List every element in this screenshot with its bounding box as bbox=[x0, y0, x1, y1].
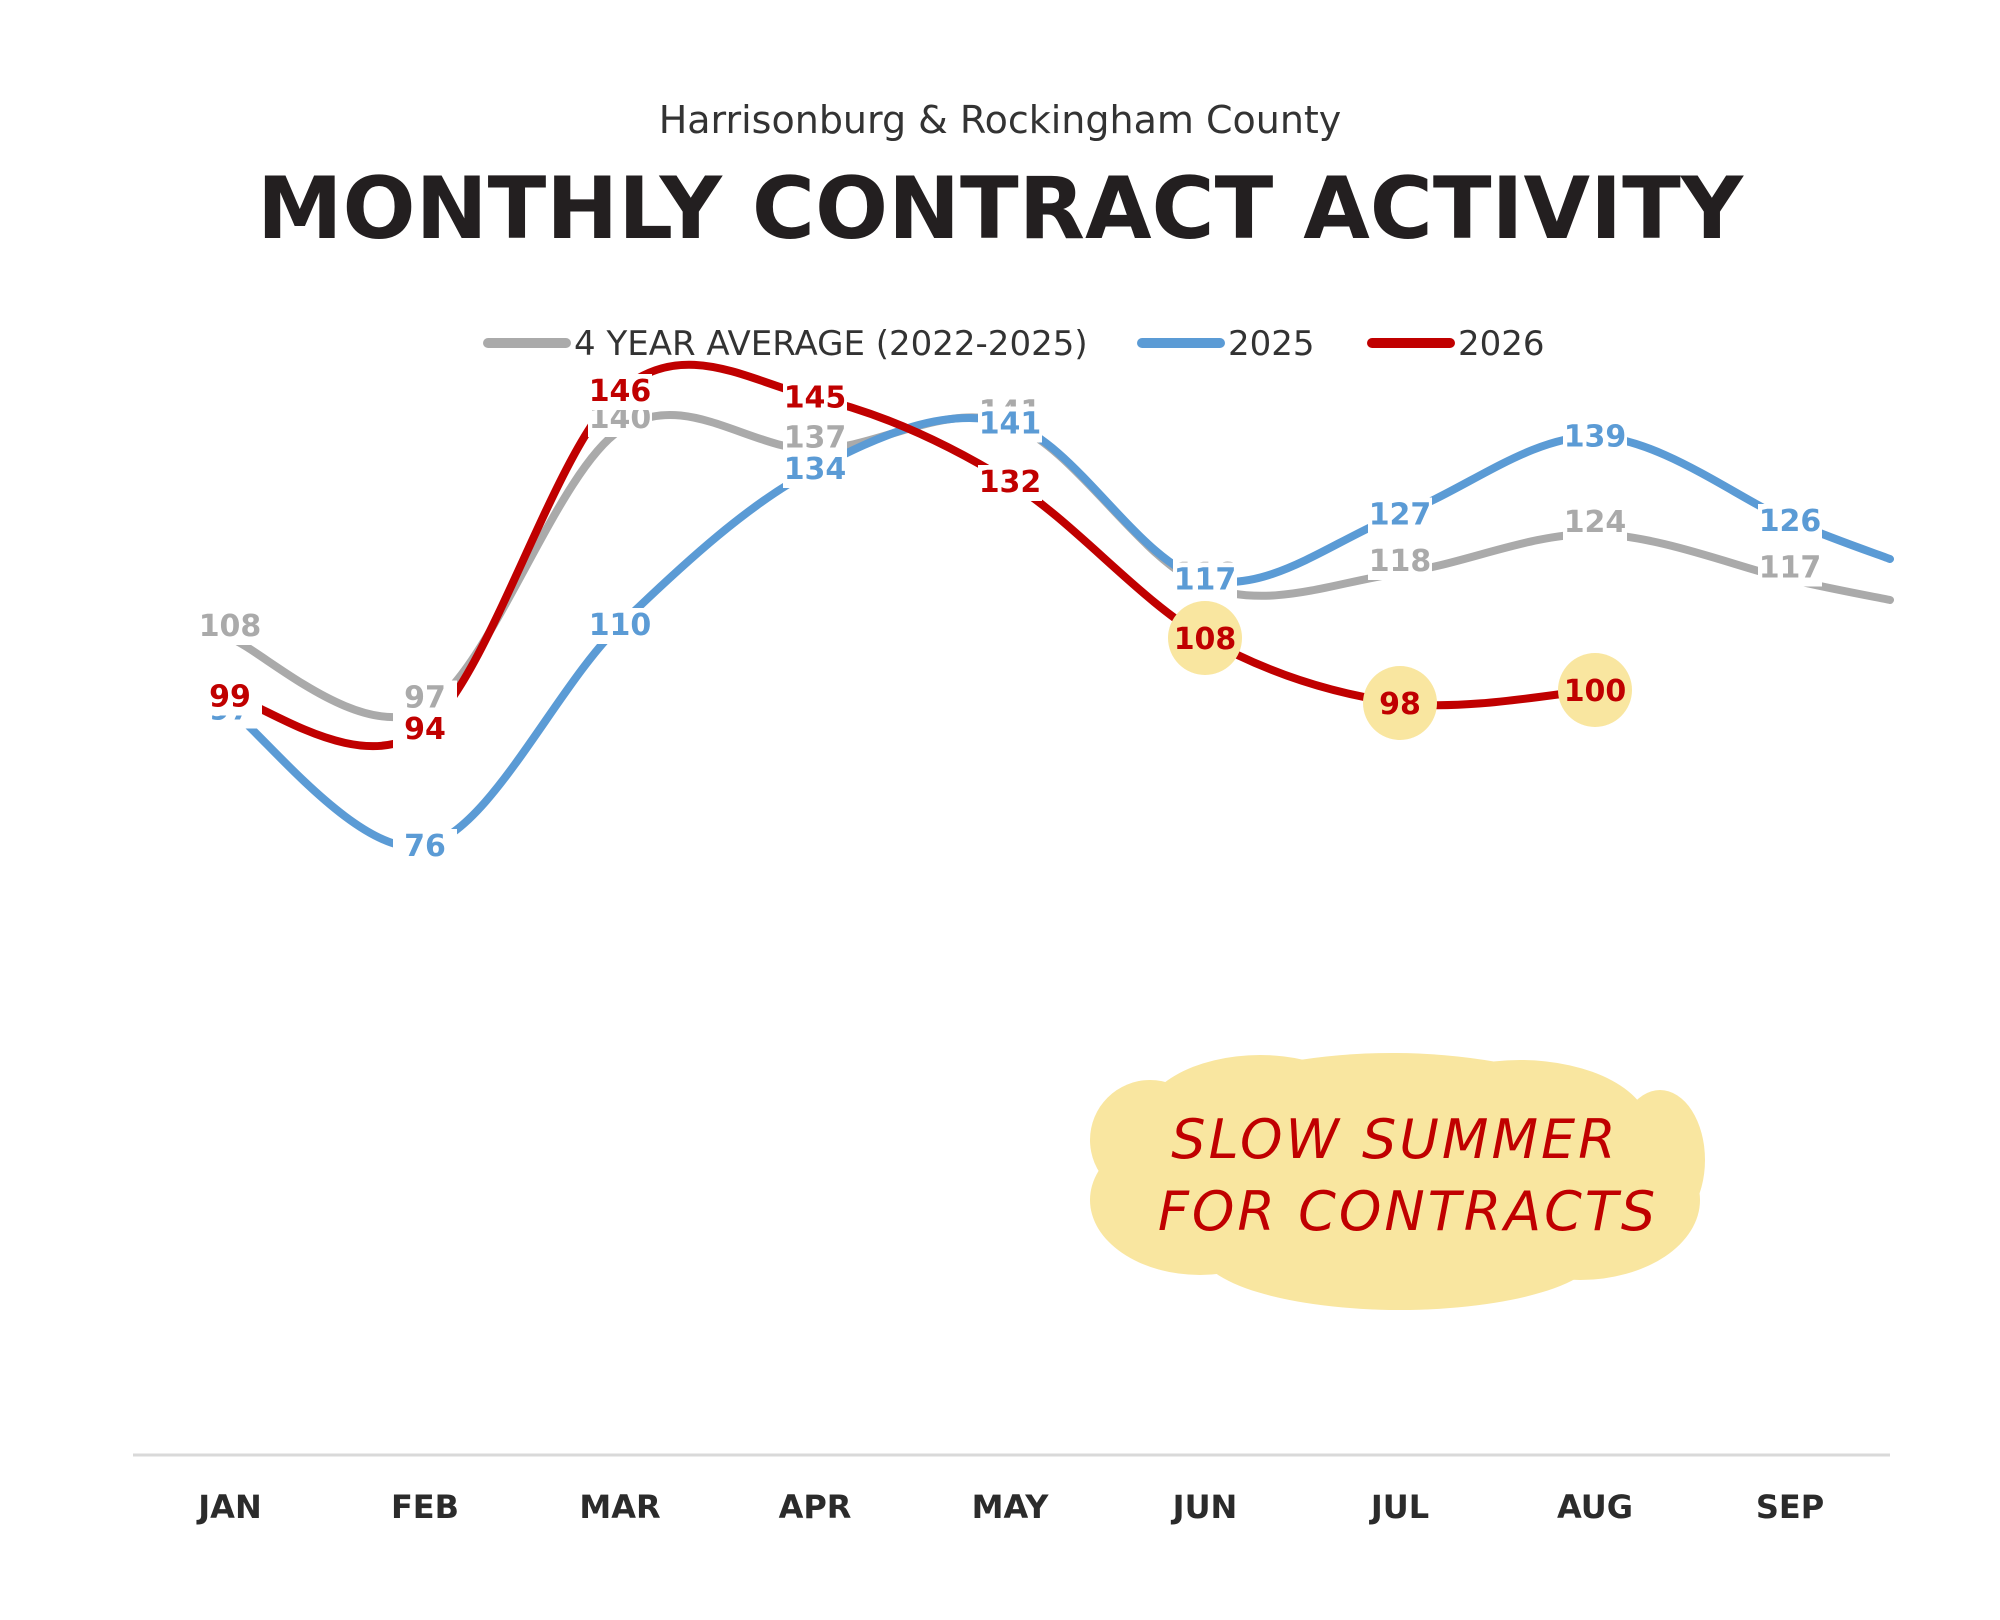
data-label-bg bbox=[393, 712, 457, 748]
x-axis-labels: JAN FEB MAR APR MAY JUN JUL AUG SEP bbox=[196, 1488, 1824, 1526]
data-label-bg bbox=[1563, 419, 1627, 456]
annotation-line-1: SLOW SUMMER bbox=[1171, 1108, 1618, 1171]
x-tick-label: JUN bbox=[1171, 1488, 1238, 1526]
x-tick-label: JUL bbox=[1369, 1488, 1429, 1526]
data-label-y2025: 141 bbox=[979, 407, 1042, 442]
data-label-y2025: 127 bbox=[1369, 498, 1432, 533]
data-label-avg: 118 bbox=[1369, 544, 1432, 579]
data-label-y2026: 145 bbox=[784, 381, 847, 416]
annotation-line-2: FOR CONTRACTS bbox=[1158, 1180, 1658, 1243]
data-label-y2025: 117 bbox=[1174, 563, 1237, 598]
data-label-y2025: 139 bbox=[1564, 420, 1627, 455]
data-label-y2026: 100 bbox=[1564, 674, 1627, 709]
data-label-y2025: 110 bbox=[589, 608, 652, 643]
legend-label-y2025: 2025 bbox=[1228, 324, 1315, 364]
data-labels: 1089714013714111611812411797761101341411… bbox=[198, 374, 1822, 865]
data-label-bg bbox=[978, 406, 1042, 443]
data-label-avg: 137 bbox=[784, 421, 847, 456]
annotation-blob-part bbox=[1615, 1090, 1705, 1230]
data-label-y2026: 98 bbox=[1379, 687, 1421, 722]
x-tick-label: JAN bbox=[196, 1488, 261, 1526]
data-label-y2026: 132 bbox=[979, 465, 1042, 500]
data-label-bg bbox=[393, 680, 457, 717]
data-label-bg bbox=[198, 609, 262, 645]
data-label-bg bbox=[1368, 544, 1432, 580]
annotation-blob-part bbox=[1090, 1080, 1210, 1200]
data-label-y2025: 126 bbox=[1759, 504, 1822, 539]
annotation-blob-part bbox=[1390, 1060, 1650, 1200]
data-label-y2025: 76 bbox=[404, 829, 446, 864]
data-label-avg: 124 bbox=[1564, 505, 1627, 540]
data-label-bg bbox=[783, 380, 847, 417]
highlight-marker bbox=[1558, 653, 1632, 727]
data-label-bg bbox=[393, 829, 457, 865]
data-label-bg bbox=[198, 679, 262, 716]
legend-label-avg: 4 YEAR AVERAGE (2022-2025) bbox=[574, 324, 1088, 364]
chart-title: MONTHLY CONTRACT ACTIVITY bbox=[257, 159, 1745, 259]
data-label-bg bbox=[588, 608, 652, 644]
x-tick-label: AUG bbox=[1557, 1488, 1633, 1526]
data-label-y2026: 99 bbox=[209, 680, 251, 715]
data-label-avg: 108 bbox=[199, 609, 262, 644]
chart-subtitle: Harrisonburg & Rockingham County bbox=[659, 98, 1342, 142]
data-label-bg bbox=[1758, 504, 1822, 540]
data-label-bg bbox=[1758, 550, 1822, 587]
data-label-bg bbox=[1563, 505, 1627, 541]
data-label-bg bbox=[783, 420, 847, 457]
data-label-bg bbox=[783, 452, 847, 488]
series-lines bbox=[226, 360, 1894, 852]
series-line-avg bbox=[226, 410, 1894, 721]
x-tick-label: FEB bbox=[391, 1488, 459, 1526]
legend-label-y2026: 2026 bbox=[1458, 324, 1545, 364]
data-label-bg bbox=[1368, 497, 1432, 534]
data-label-avg: 117 bbox=[1759, 551, 1822, 586]
data-label-bg bbox=[978, 465, 1042, 501]
data-label-y2025: 134 bbox=[784, 452, 847, 487]
annotation-blob-part bbox=[1200, 1190, 1600, 1310]
data-label-y2026: 108 bbox=[1174, 622, 1237, 657]
data-label-avg: 97 bbox=[404, 681, 446, 716]
x-tick-label: APR bbox=[779, 1488, 852, 1526]
data-label-y2026: 94 bbox=[404, 712, 446, 747]
series-line-y2025 bbox=[226, 413, 1894, 852]
data-label-y2026: 146 bbox=[589, 374, 652, 409]
annotation-note: SLOW SUMMER FOR CONTRACTS bbox=[1090, 1053, 1705, 1310]
data-label-bg bbox=[588, 374, 652, 410]
annotation-highlight-shape bbox=[1090, 1053, 1705, 1310]
data-label-bg bbox=[1173, 562, 1237, 599]
highlight-marker bbox=[1363, 666, 1437, 740]
legend: 4 YEAR AVERAGE (2022-2025) 2025 2026 bbox=[483, 324, 1545, 364]
highlight-marker bbox=[1168, 601, 1242, 675]
x-tick-label: MAR bbox=[579, 1488, 660, 1526]
x-tick-label: SEP bbox=[1756, 1488, 1824, 1526]
x-tick-label: MAY bbox=[972, 1488, 1050, 1526]
